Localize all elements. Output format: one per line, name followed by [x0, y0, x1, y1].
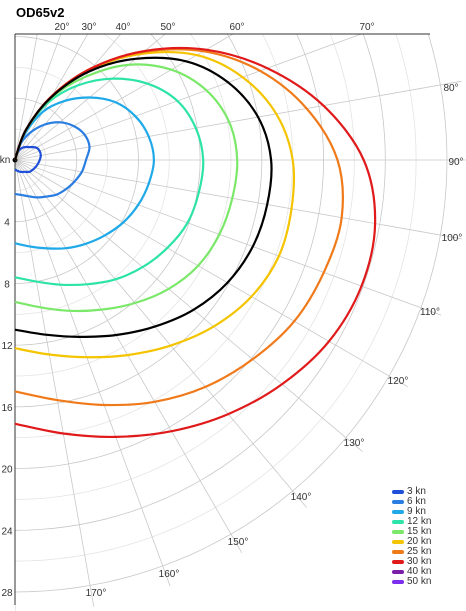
radius-tick-label: 4 — [4, 218, 10, 229]
legend-label: 6 kn — [407, 496, 426, 507]
angle-tick-label: 80° — [443, 83, 458, 94]
legend-label: 12 kn — [407, 516, 432, 527]
angle-tick-label: 90° — [448, 157, 463, 168]
series-20-kn — [13, 51, 296, 359]
legend-item: 20 kn — [392, 537, 431, 547]
angular-grid-spoke — [15, 159, 243, 553]
angle-tick-label: 160° — [159, 569, 180, 580]
angle-tick-label: 140° — [291, 492, 312, 503]
legend-label: 3 kn — [407, 486, 426, 497]
angular-grid-spoke — [15, 159, 462, 240]
angle-tick-label: 20° — [54, 22, 69, 33]
series-12-kn — [13, 77, 205, 287]
legend-label: 40 kn — [407, 566, 432, 577]
angular-grid-spoke — [15, 34, 38, 161]
angular-grid-spoke — [15, 159, 171, 587]
angle-tick-label: 150° — [228, 537, 249, 548]
angular-grid-spoke — [15, 159, 95, 607]
radial-grid-circle — [15, 34, 448, 593]
radius-tick-label: 28 — [1, 588, 13, 599]
legend-swatch — [392, 580, 404, 584]
angle-tick-label: 120° — [388, 376, 409, 387]
legend-item: 25 kn — [392, 547, 431, 557]
angular-grid-spoke — [15, 159, 307, 508]
legend-label: 50 kn — [407, 576, 432, 587]
series-9-kn — [13, 96, 155, 250]
legend-swatch — [392, 520, 404, 524]
radial-grid-circle — [15, 34, 417, 562]
angle-tick-label: 30° — [81, 22, 96, 33]
series-6-kn — [13, 121, 91, 199]
legend-item: 15 kn — [392, 527, 431, 537]
angular-grid-spoke — [15, 159, 408, 388]
radial-axis-label: kn — [0, 155, 10, 166]
series-15-kn — [13, 63, 239, 313]
legend-label: 15 kn — [407, 526, 432, 537]
radius-tick-label: 24 — [1, 526, 13, 537]
angle-tick-label: 70° — [359, 22, 374, 33]
angle-tick-label: 130° — [344, 438, 365, 449]
legend-swatch — [392, 560, 404, 564]
legend-swatch — [392, 570, 404, 574]
angular-grid-spoke — [15, 34, 235, 161]
legend-swatch — [392, 550, 404, 554]
legend-label: 20 kn — [407, 536, 432, 547]
series-30-kn — [13, 46, 377, 439]
legend-swatch — [392, 500, 404, 504]
legend-item: 40 kn — [392, 567, 431, 577]
legend-swatch — [392, 510, 404, 514]
series-3-kn — [13, 145, 42, 174]
legend-item: 3 kn — [392, 487, 431, 497]
series-black-curve — [13, 56, 273, 338]
radius-tick-label: 16 — [1, 403, 13, 414]
legend-swatch — [392, 490, 404, 494]
radius-tick-label: 12 — [1, 341, 13, 352]
angle-tick-label: 60° — [229, 22, 244, 33]
legend-swatch — [392, 530, 404, 534]
legend-item: 6 kn — [392, 497, 431, 507]
legend-item: 50 kn — [392, 577, 431, 587]
legend-label: 25 kn — [407, 546, 432, 557]
legend-item: 12 kn — [392, 517, 431, 527]
angle-tick-label: 110° — [420, 307, 440, 318]
angular-grid-spoke — [15, 80, 462, 161]
angular-grid-spoke — [15, 34, 166, 161]
legend-item: 9 kn — [392, 507, 431, 517]
legend-label: 9 kn — [407, 506, 426, 517]
legend-label: 30 kn — [407, 556, 432, 567]
angle-tick-label: 100° — [442, 233, 463, 244]
angle-tick-label: 40° — [115, 22, 130, 33]
legend-item: 30 kn — [392, 557, 431, 567]
angle-tick-label: 50° — [160, 22, 175, 33]
angle-tick-label: 170° — [86, 588, 107, 599]
angular-grid-spoke — [15, 159, 442, 316]
radius-tick-label: 8 — [4, 279, 10, 290]
angular-grid-spoke — [15, 34, 62, 161]
chart-legend: 3 kn 6 kn 9 kn 12 kn 15 kn 20 kn 25 kn 30 kn 40 … — [392, 487, 431, 587]
chart-title: OD65v2 — [16, 5, 65, 20]
radius-tick-label: 20 — [1, 465, 13, 476]
legend-swatch — [392, 540, 404, 544]
angular-grid-spoke — [15, 159, 363, 452]
